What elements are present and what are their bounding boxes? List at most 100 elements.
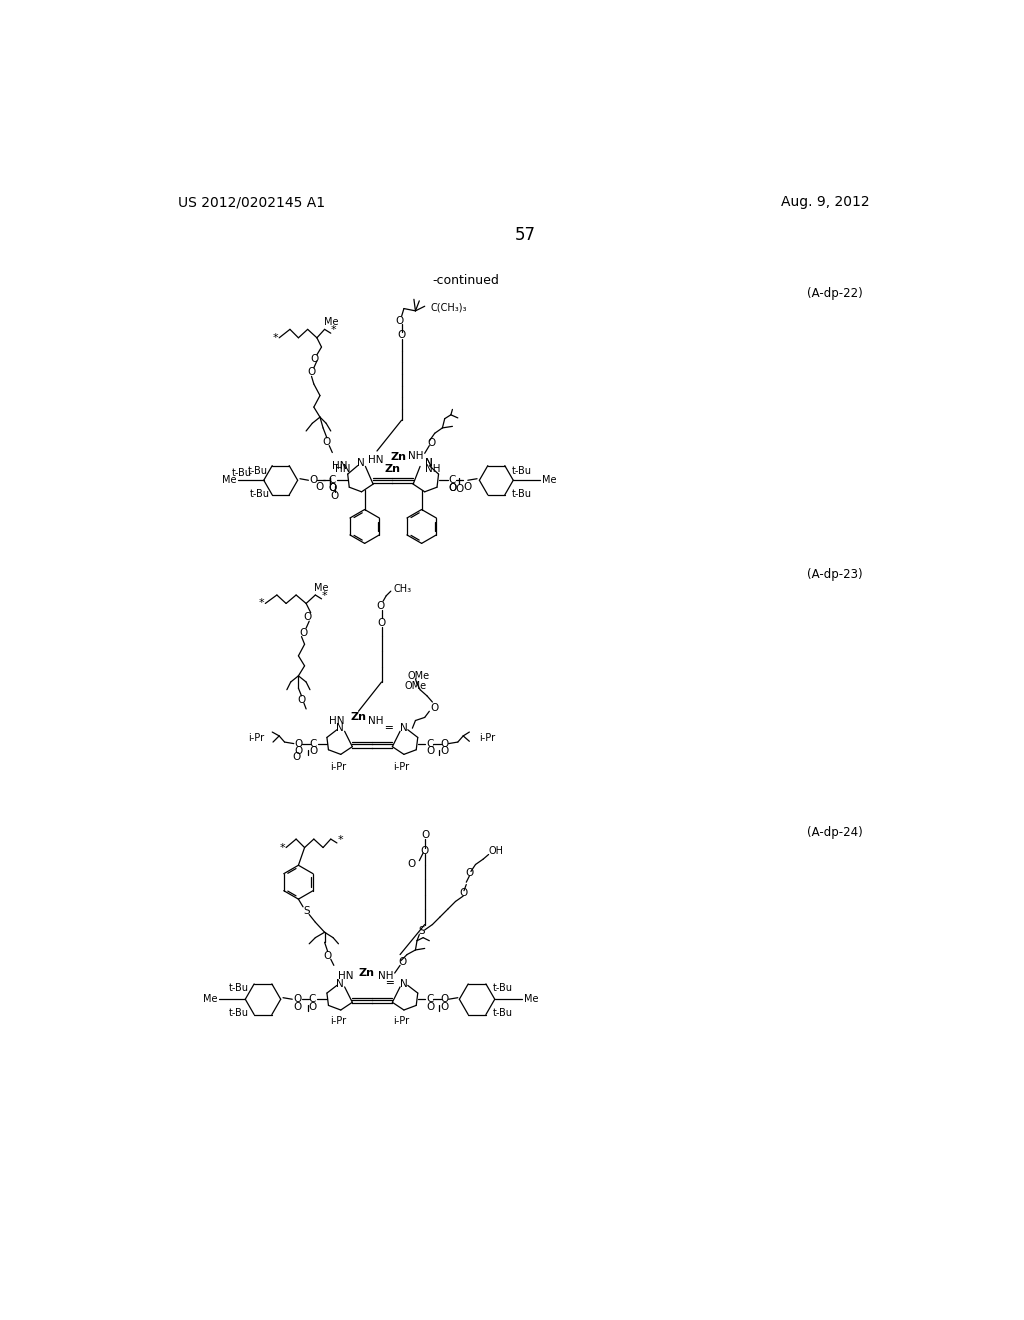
Text: O: O [294, 746, 302, 756]
Text: O: O [426, 1002, 434, 1012]
Text: i-Pr: i-Pr [330, 762, 346, 772]
Text: C: C [426, 994, 434, 1005]
Text: t-Bu: t-Bu [250, 490, 270, 499]
Text: t-Bu: t-Bu [494, 983, 513, 994]
Text: O: O [398, 957, 407, 968]
Text: O: O [309, 746, 317, 756]
Text: O: O [440, 1002, 449, 1012]
Text: O: O [328, 483, 337, 492]
Text: N: N [400, 979, 408, 989]
Text: O: O [449, 483, 457, 492]
Text: HN: HN [338, 972, 353, 981]
Text: O: O [308, 1002, 316, 1012]
Text: (A-dp-24): (A-dp-24) [807, 825, 862, 838]
Text: O: O [440, 746, 449, 756]
Text: ═: ═ [386, 977, 392, 987]
Text: *: * [272, 333, 279, 343]
Text: O: O [427, 437, 435, 447]
Text: OH: OH [488, 846, 504, 857]
Text: t-Bu: t-Bu [248, 466, 267, 477]
Text: O: O [459, 888, 467, 898]
Text: *: * [337, 834, 343, 845]
Text: (A-dp-22): (A-dp-22) [807, 288, 862, 301]
Text: ═: ═ [385, 722, 392, 731]
Text: Zn: Zn [384, 465, 400, 474]
Text: O: O [421, 830, 430, 841]
Text: O: O [456, 484, 464, 495]
Text: O: O [395, 315, 403, 326]
Text: O: O [331, 491, 339, 500]
Text: S: S [303, 907, 310, 916]
Text: Zn: Zn [390, 453, 407, 462]
Text: S: S [419, 927, 425, 936]
Text: 57: 57 [514, 227, 536, 244]
Text: Aug. 9, 2012: Aug. 9, 2012 [781, 195, 869, 210]
Text: C(CH₃)₃: C(CH₃)₃ [431, 302, 467, 312]
Text: N: N [357, 458, 365, 469]
Text: O: O [323, 437, 331, 446]
Text: N: N [336, 979, 344, 989]
Text: O: O [376, 601, 384, 611]
Text: NH: NH [408, 450, 423, 461]
Text: C: C [329, 475, 336, 486]
Text: i-Pr: i-Pr [393, 762, 410, 772]
Text: O: O [465, 869, 473, 878]
Text: i-Pr: i-Pr [331, 1016, 346, 1026]
Text: i-Pr: i-Pr [479, 733, 496, 743]
Text: *: * [259, 598, 264, 609]
Text: Me: Me [222, 475, 237, 486]
Text: C: C [449, 475, 456, 486]
Text: i-Pr: i-Pr [393, 1016, 410, 1026]
Text: N: N [425, 458, 433, 469]
Text: C: C [309, 739, 316, 748]
Text: (A-dp-23): (A-dp-23) [807, 568, 862, 581]
Text: Me: Me [203, 994, 217, 1005]
Text: i-Pr: i-Pr [249, 733, 264, 743]
Text: O: O [297, 694, 305, 705]
Text: O: O [294, 739, 302, 748]
Text: CH₃: CH₃ [394, 583, 412, 594]
Text: Zn: Zn [359, 968, 375, 978]
Text: HN: HN [329, 715, 345, 726]
Text: O: O [463, 482, 471, 492]
Text: t-Bu: t-Bu [231, 467, 252, 478]
Text: O: O [430, 704, 438, 713]
Text: OMe: OMe [404, 681, 427, 690]
Text: HN: HN [368, 455, 383, 465]
Text: NH: NH [378, 972, 393, 981]
Text: Zn: Zn [350, 713, 367, 722]
Text: t-Bu: t-Bu [228, 983, 249, 994]
Text: O: O [440, 739, 449, 748]
Text: O: O [315, 482, 325, 492]
Text: t-Bu: t-Bu [228, 1008, 249, 1018]
Text: O: O [303, 612, 311, 622]
Text: C: C [308, 994, 316, 1005]
Text: NH: NH [369, 715, 384, 726]
Text: US 2012/0202145 A1: US 2012/0202145 A1 [178, 195, 326, 210]
Text: t-Bu: t-Bu [512, 490, 531, 499]
Text: O: O [449, 483, 457, 492]
Text: Me: Me [523, 994, 539, 1005]
Text: O: O [307, 367, 315, 378]
Text: OMe: OMe [408, 671, 430, 681]
Text: *: * [331, 325, 337, 335]
Text: t-Bu: t-Bu [512, 466, 531, 477]
Text: O: O [408, 859, 416, 869]
Text: O: O [397, 330, 406, 341]
Text: N: N [336, 723, 344, 733]
Text: -continued: -continued [432, 273, 500, 286]
Text: HN: HN [332, 462, 348, 471]
Text: HN: HN [335, 465, 351, 474]
Text: C: C [426, 739, 434, 748]
Text: Me: Me [542, 475, 557, 486]
Text: O: O [292, 752, 300, 763]
Text: N: N [425, 458, 433, 469]
Text: O: O [440, 994, 449, 1005]
Text: O: O [378, 618, 386, 628]
Text: Me: Me [314, 583, 329, 593]
Text: O: O [294, 1002, 302, 1012]
Text: O: O [309, 475, 317, 486]
Text: O: O [324, 952, 332, 961]
Text: N: N [400, 723, 408, 733]
Text: O: O [426, 746, 434, 756]
